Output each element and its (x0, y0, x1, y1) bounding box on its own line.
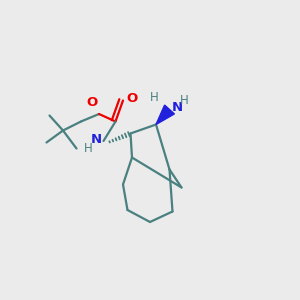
Text: N: N (91, 133, 102, 146)
Text: O: O (126, 92, 137, 106)
Text: N: N (172, 100, 183, 114)
Text: H: H (150, 91, 159, 104)
Text: H: H (84, 142, 93, 155)
Text: H: H (180, 94, 189, 107)
Polygon shape (156, 105, 174, 124)
Text: O: O (86, 97, 98, 110)
